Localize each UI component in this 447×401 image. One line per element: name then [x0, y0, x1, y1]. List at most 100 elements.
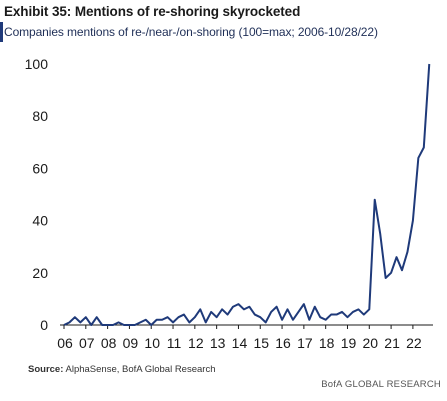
- source-note: Source: AlphaSense, BofA Global Research: [28, 364, 215, 375]
- x-tick-label: 13: [210, 335, 226, 351]
- data-point: [107, 324, 109, 326]
- data-point: [314, 306, 316, 308]
- data-point: [221, 308, 223, 310]
- data-point: [276, 306, 278, 308]
- data-point: [346, 316, 348, 318]
- data-point: [259, 316, 261, 318]
- x-tick-label: 17: [297, 335, 313, 351]
- data-point: [161, 319, 163, 321]
- x-tick-label: 22: [406, 335, 422, 351]
- data-point: [112, 324, 114, 326]
- y-tick-label: 40: [32, 213, 48, 229]
- data-point: [139, 321, 141, 323]
- data-point: [134, 324, 136, 326]
- y-tick-label: 20: [32, 265, 48, 281]
- chart-title: Exhibit 35: Mentions of re-shoring skyro…: [4, 4, 301, 19]
- data-point: [194, 316, 196, 318]
- data-point: [243, 308, 245, 310]
- data-point: [379, 233, 381, 235]
- x-tick-label: 06: [57, 335, 73, 351]
- data-point: [368, 308, 370, 310]
- data-point: [385, 277, 387, 279]
- x-tick-label: 12: [188, 335, 204, 351]
- x-tick-label: 15: [253, 335, 269, 351]
- data-point: [63, 324, 65, 326]
- data-point: [79, 321, 81, 323]
- data-point: [341, 311, 343, 313]
- subtitle-accent-bar: [0, 22, 3, 42]
- data-point: [205, 321, 207, 323]
- data-point: [292, 319, 294, 321]
- source-text: AlphaSense, BofA Global Research: [65, 364, 216, 375]
- data-point: [303, 303, 305, 305]
- data-point: [123, 324, 125, 326]
- data-point: [210, 311, 212, 313]
- data-point: [248, 306, 250, 308]
- data-point: [417, 157, 419, 159]
- data-point: [183, 314, 185, 316]
- x-tick-label: 09: [123, 335, 139, 351]
- data-point: [237, 303, 239, 305]
- data-point: [406, 251, 408, 253]
- y-tick-label: 60: [32, 160, 48, 176]
- data-point: [156, 319, 158, 321]
- x-tick-label: 14: [232, 335, 248, 351]
- data-point: [336, 314, 338, 316]
- data-point: [85, 316, 87, 318]
- x-tick-label: 16: [275, 335, 291, 351]
- data-point: [325, 319, 327, 321]
- data-point: [74, 316, 76, 318]
- data-point: [319, 316, 321, 318]
- data-point: [199, 308, 201, 310]
- data-point: [390, 272, 392, 274]
- data-point: [254, 314, 256, 316]
- data-point: [401, 269, 403, 271]
- data-point: [150, 324, 152, 326]
- data-point: [396, 256, 398, 258]
- x-tick-label: 10: [144, 335, 160, 351]
- data-point: [96, 316, 98, 318]
- data-point: [90, 324, 92, 326]
- y-tick-label: 100: [25, 56, 49, 72]
- x-tick-label: 21: [384, 335, 400, 351]
- data-point: [423, 147, 425, 149]
- data-point: [68, 321, 70, 323]
- x-tick-label: 07: [79, 335, 95, 351]
- data-point: [172, 321, 174, 323]
- data-point: [428, 63, 430, 65]
- brand-label: BofA GLOBAL RESEARCH: [321, 379, 441, 390]
- data-point: [177, 316, 179, 318]
- data-point: [227, 314, 229, 316]
- data-point: [145, 319, 147, 321]
- x-tick-label: 08: [101, 335, 117, 351]
- data-point: [352, 311, 354, 313]
- chart-subtitle: Companies mentions of re-/near-/on-shori…: [4, 25, 378, 39]
- data-point: [101, 324, 103, 326]
- data-point: [270, 311, 272, 313]
- data-point: [363, 314, 365, 316]
- y-tick-label: 0: [40, 317, 48, 333]
- data-point: [167, 316, 169, 318]
- data-point: [265, 321, 267, 323]
- x-tick-label: 11: [167, 335, 182, 351]
- x-tick-label: 20: [362, 335, 378, 351]
- data-point: [188, 321, 190, 323]
- series-line: [63, 63, 431, 326]
- data-point: [308, 319, 310, 321]
- data-point: [330, 314, 332, 316]
- y-tick-label: 80: [32, 108, 48, 124]
- data-point: [297, 311, 299, 313]
- data-point: [128, 324, 130, 326]
- data-point: [232, 306, 234, 308]
- data-point: [281, 319, 283, 321]
- source-label: Source:: [28, 364, 64, 375]
- data-point: [287, 308, 289, 310]
- x-tick-label: 18: [319, 335, 335, 351]
- data-point: [118, 321, 120, 323]
- data-point: [216, 316, 218, 318]
- data-point: [412, 220, 414, 222]
- data-point: [374, 199, 376, 201]
- data-point: [357, 308, 359, 310]
- x-tick-label: 19: [341, 335, 357, 351]
